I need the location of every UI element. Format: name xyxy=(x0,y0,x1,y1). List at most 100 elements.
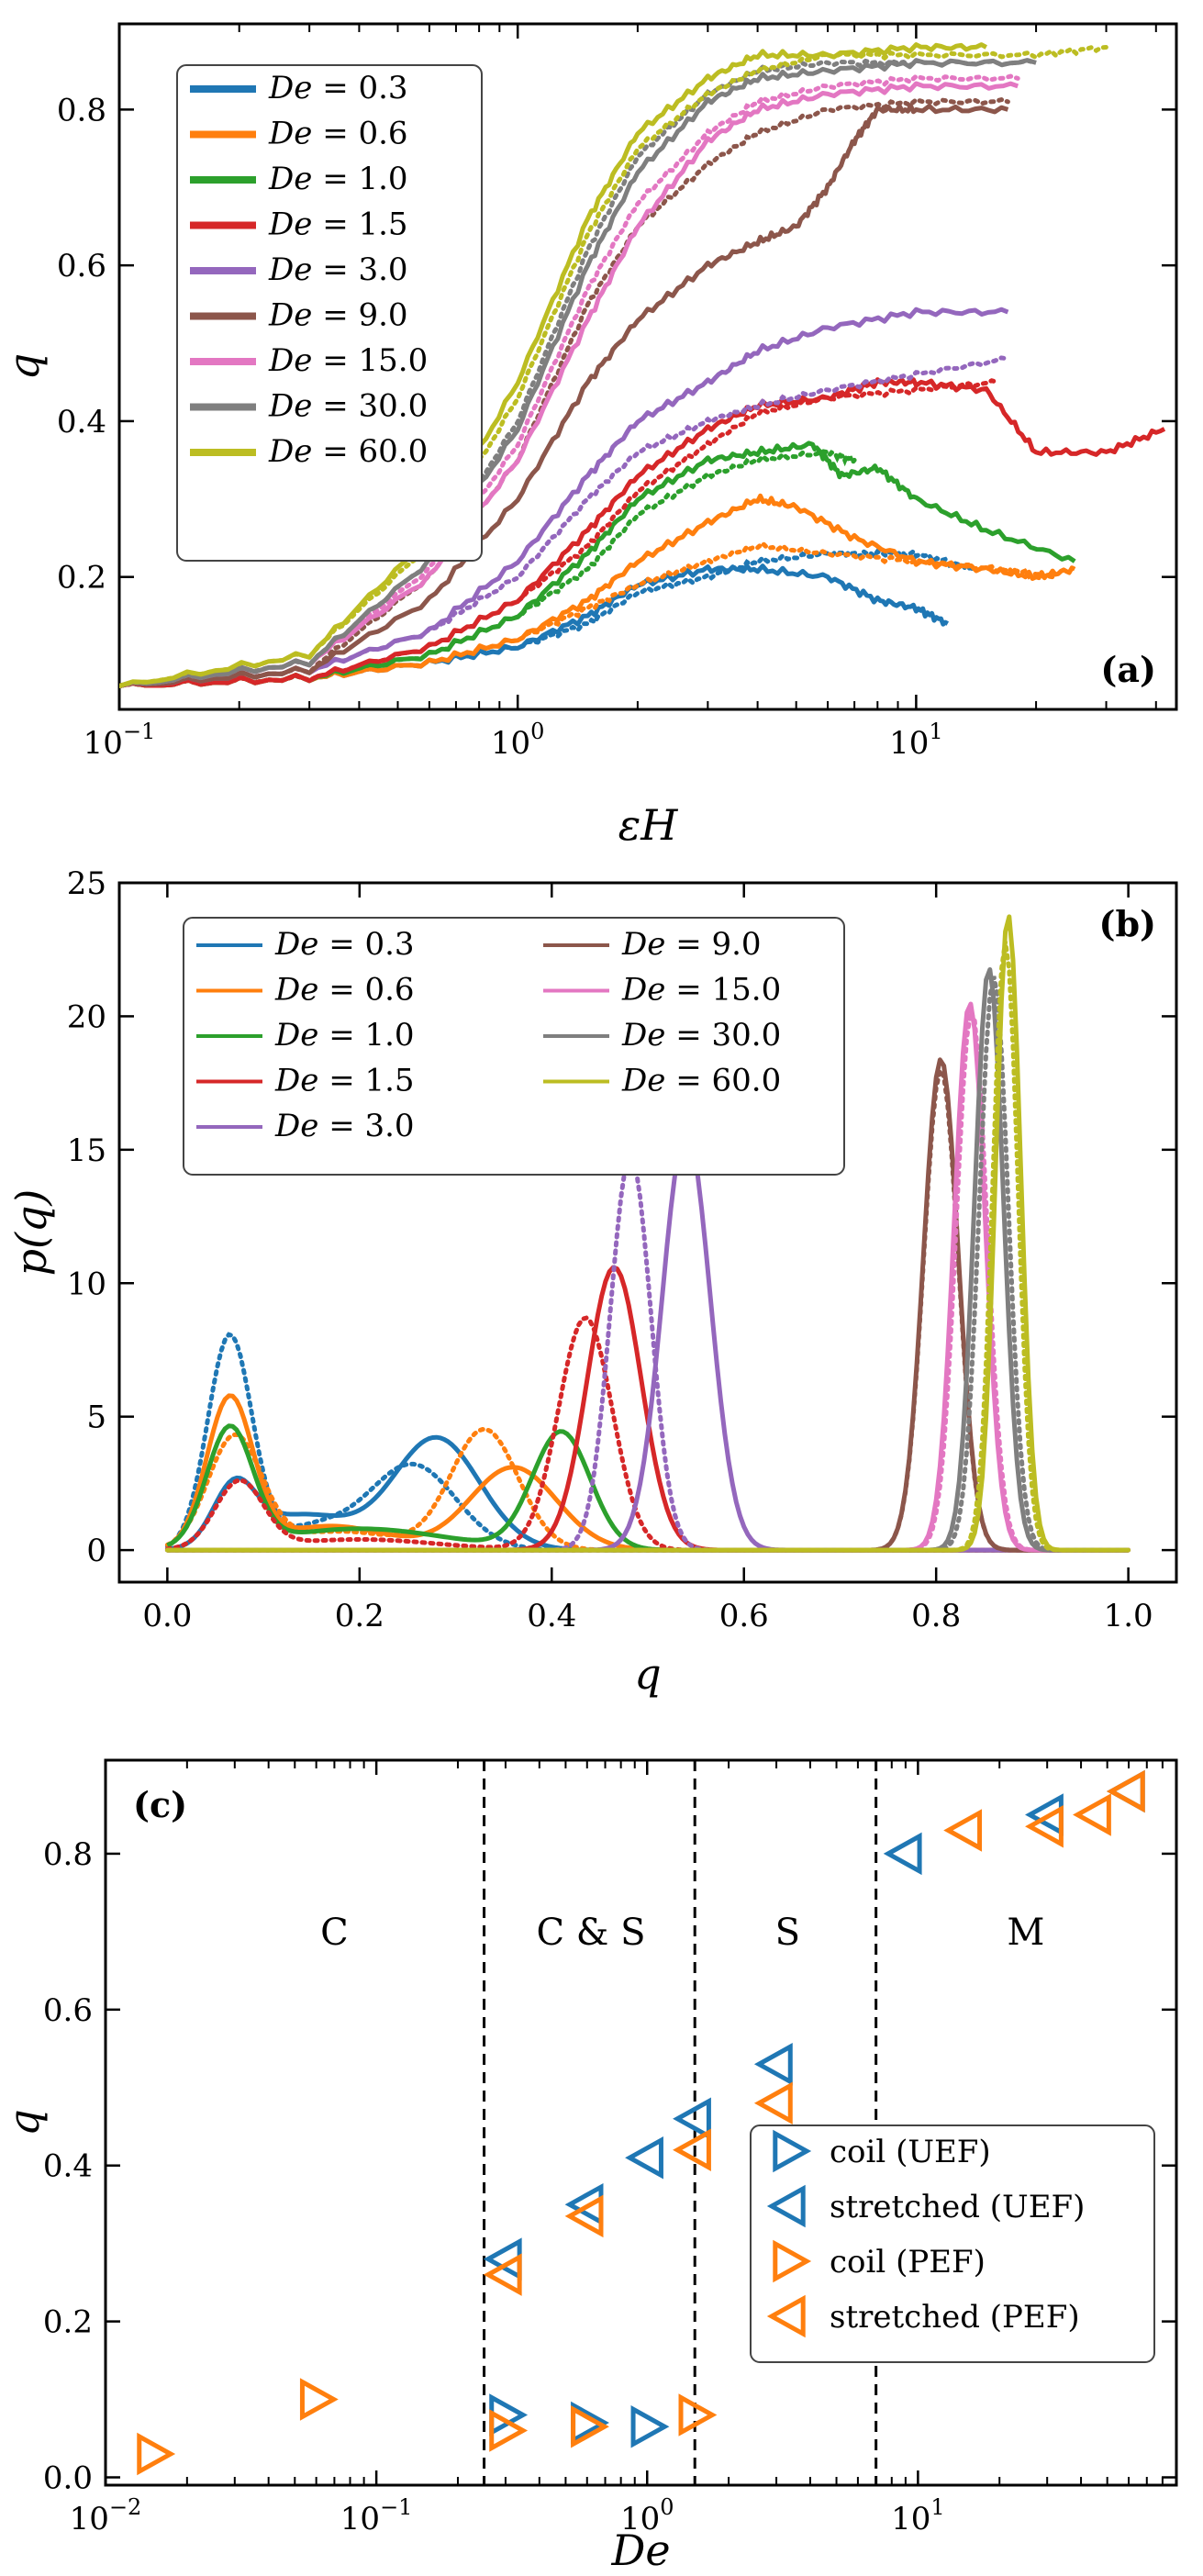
legend-label: De = 3.0 xyxy=(274,1108,415,1144)
data-point xyxy=(1073,1793,1111,1836)
series-group xyxy=(119,42,1166,688)
y-tick-label: 0.8 xyxy=(43,1836,93,1873)
plot-frame xyxy=(117,881,1178,1584)
region-label: M xyxy=(1007,1912,1044,1954)
x-tick-label: 100 xyxy=(620,2494,674,2537)
legend-label: De = 0.3 xyxy=(274,926,415,963)
region-label: S xyxy=(775,1912,800,1954)
legend-label: De = 30.0 xyxy=(268,388,428,425)
x-tick-label: 1.0 xyxy=(1104,1598,1153,1634)
data-point xyxy=(299,2378,339,2421)
y-tick-label: 0.8 xyxy=(57,92,106,128)
x-tick-label: 0.0 xyxy=(142,1598,192,1634)
legend-label: De = 30.0 xyxy=(621,1017,781,1054)
data-point xyxy=(753,2043,793,2086)
series-solid-line xyxy=(119,493,1076,688)
data-point xyxy=(1025,1804,1064,1848)
plot-frame xyxy=(104,1758,1178,2487)
series-dotted-line xyxy=(119,45,1108,688)
panel-label: (a) xyxy=(1100,649,1156,690)
x-tick-label: 0.6 xyxy=(719,1598,769,1634)
legend-label: stretched (PEF) xyxy=(830,2299,1080,2336)
x-tick-label: 10−1 xyxy=(340,2494,413,2537)
legend-label: De = 1.5 xyxy=(268,206,408,243)
series-solid-line xyxy=(119,103,1009,688)
panel-b: 0.0 0.2 0.4 0.6 0.8 1.0 0 5 10 15 20 25 De = 0.3 De =… xyxy=(6,865,1178,1699)
y-axis-label: q xyxy=(0,353,49,380)
legend-label: De = 60.0 xyxy=(621,1063,781,1099)
data-point xyxy=(673,2097,711,2141)
legend-label: stretched (UEF) xyxy=(830,2189,1085,2225)
y-axis-label: q xyxy=(0,2109,49,2136)
series-solid-line xyxy=(167,914,1129,1553)
y-axis-label: p(q) xyxy=(6,1189,56,1277)
data-point xyxy=(883,1832,922,1876)
legend-label: De = 15.0 xyxy=(621,972,781,1009)
legend-label: De = 3.0 xyxy=(268,251,408,288)
data-point xyxy=(564,2194,604,2238)
legend-label: De = 0.6 xyxy=(268,116,408,152)
x-tick-label: 0.2 xyxy=(335,1598,384,1634)
x-tick-label: 0.8 xyxy=(911,1598,961,1634)
legend-label: De = 1.5 xyxy=(274,1063,415,1099)
y-tick-label: 0.6 xyxy=(43,1992,93,2029)
data-point xyxy=(673,2128,711,2171)
panel-a: 10−1 100 101 0.2 0.4 0.6 0.8 De = 0.3 De = 0.6 De… xyxy=(0,22,1178,850)
legend-label: De = 1.0 xyxy=(268,161,408,197)
x-axis-label: De xyxy=(610,2526,670,2575)
data-point xyxy=(753,2081,793,2125)
legend-marker xyxy=(766,2294,806,2338)
x-tick-label: 10−2 xyxy=(70,2494,142,2537)
series-solid-line xyxy=(119,42,987,688)
y-tick-label: 15 xyxy=(67,1132,106,1169)
legend-marker xyxy=(773,2239,812,2283)
x-tick-label: 10−1 xyxy=(84,719,156,762)
y-tick-label: 20 xyxy=(67,998,106,1035)
y-tick-label: 0.6 xyxy=(57,248,106,284)
x-axis-label: q xyxy=(634,1649,661,1699)
series-solid-line xyxy=(119,440,1076,688)
data-point xyxy=(1106,1769,1145,1813)
data-point xyxy=(678,2393,718,2437)
y-tick-label: 25 xyxy=(67,865,106,902)
legend-box xyxy=(183,917,845,1176)
legend-label: De = 15.0 xyxy=(268,342,428,379)
panel-label: (b) xyxy=(1098,903,1156,944)
y-tick-label: 0.2 xyxy=(57,560,106,597)
x-tick-label: 101 xyxy=(889,719,943,762)
data-point xyxy=(625,2136,663,2180)
legend-box xyxy=(176,64,483,562)
panel-label: (c) xyxy=(133,1784,187,1825)
x-tick-label: 100 xyxy=(491,719,545,762)
y-tick-label: 0.2 xyxy=(43,2304,93,2341)
series-solid-line xyxy=(119,81,1019,688)
x-tick-label: 101 xyxy=(891,2494,945,2537)
legend-box xyxy=(750,2124,1155,2363)
legend-label: De = 1.0 xyxy=(274,1017,415,1054)
y-tick-label: 5 xyxy=(86,1400,106,1436)
legend-label: coil (PEF) xyxy=(830,2244,986,2280)
y-tick-label: 0.4 xyxy=(57,404,106,440)
legend-marker xyxy=(773,2129,812,2173)
legend-label: De = 0.6 xyxy=(274,972,415,1009)
y-tick-label: 0.0 xyxy=(43,2460,93,2497)
x-tick-label: 0.4 xyxy=(527,1598,576,1634)
data-point xyxy=(943,1809,983,1852)
y-tick-label: 0 xyxy=(86,1533,106,1569)
y-tick-label: 0.4 xyxy=(43,2148,93,2185)
data-point xyxy=(483,2253,522,2296)
legend-label: De = 9.0 xyxy=(268,297,408,334)
data-point xyxy=(489,2409,529,2452)
plot-frame xyxy=(117,22,1178,711)
series-solid-line xyxy=(119,307,1009,688)
region-label: C xyxy=(320,1912,349,1954)
data-point xyxy=(137,2432,176,2476)
legend-label: De = 60.0 xyxy=(268,433,428,470)
data-point xyxy=(630,2405,670,2448)
legend-label: coil (UEF) xyxy=(830,2134,991,2170)
series-solid-line xyxy=(119,58,1037,688)
series-dotted-line xyxy=(119,58,1039,688)
x-axis-label: εH xyxy=(618,800,679,850)
panel-c: 10−2 10−1 100 101 0.0 0.2 0.4 0.6 0.8 C C & S S Mcoi… xyxy=(0,1758,1178,2575)
